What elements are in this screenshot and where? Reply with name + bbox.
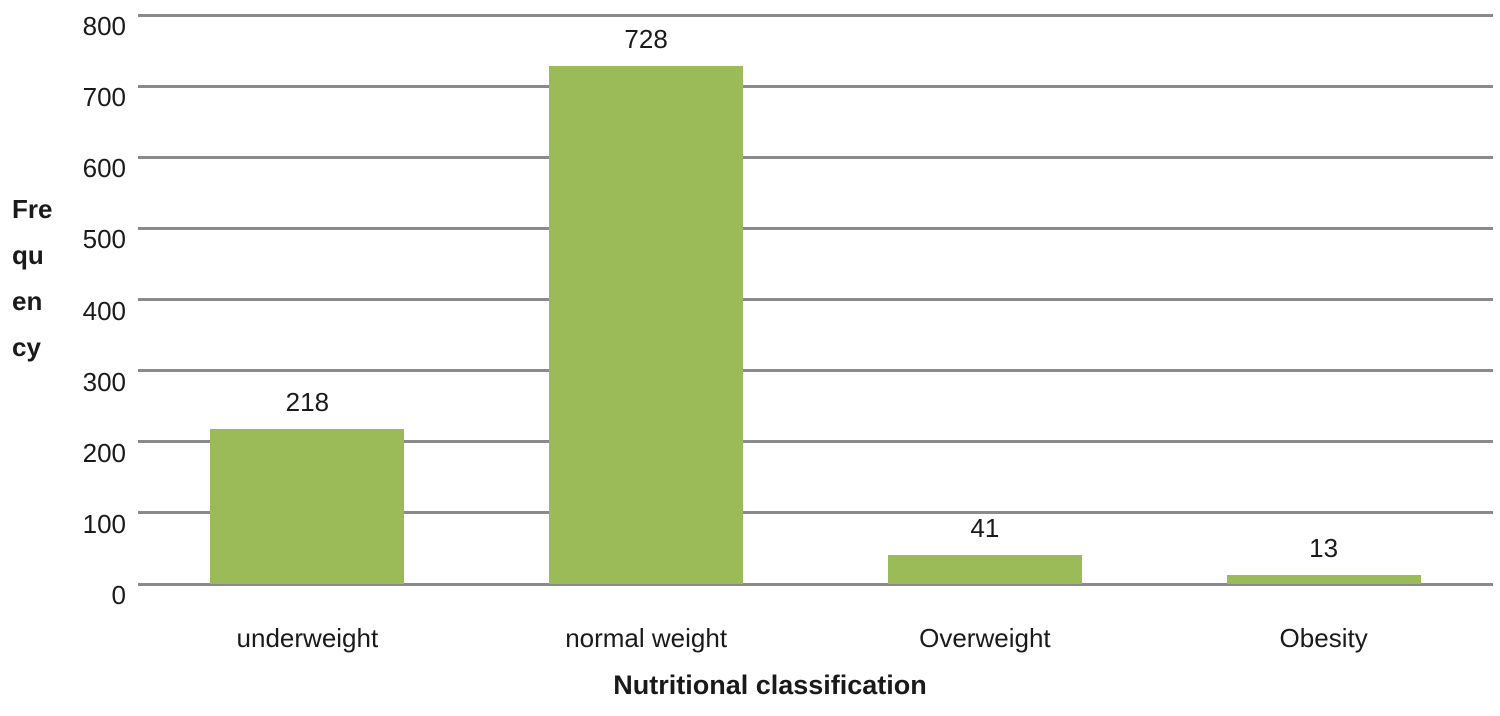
y-tick-label: 100 <box>82 508 126 539</box>
category-label: Overweight <box>919 623 1051 653</box>
bar-value-label: 218 <box>285 387 330 417</box>
gridline <box>138 226 1493 230</box>
gridline <box>138 369 1493 373</box>
y-tick-label: 200 <box>82 437 126 468</box>
y-tick-label: 400 <box>82 295 126 326</box>
category-label: underweight <box>236 623 379 653</box>
x-axis-title: Nutritional classification <box>613 670 927 700</box>
category-label: Obesity <box>1279 623 1368 653</box>
bar-value-label: 13 <box>1309 533 1339 563</box>
bar <box>1226 575 1421 584</box>
y-axis-title: Fre qu en cy <box>12 194 53 362</box>
y-tick-label: 0 <box>111 580 126 610</box>
bar <box>210 429 405 584</box>
bar <box>887 555 1082 584</box>
gridline <box>138 582 1493 586</box>
gridline <box>138 511 1493 515</box>
y-tick-label: 700 <box>82 82 126 113</box>
gridline <box>138 440 1493 444</box>
y-tick-label: 800 <box>82 11 126 41</box>
gridline <box>138 13 1493 17</box>
gridline <box>138 298 1493 301</box>
gridline <box>138 155 1493 159</box>
y-tick-label: 500 <box>82 224 126 255</box>
category-label: normal weight <box>565 623 728 653</box>
bar-value-label: 728 <box>624 24 668 54</box>
gridline <box>138 84 1493 88</box>
y-tick-label: 600 <box>82 153 126 184</box>
bar <box>549 66 744 584</box>
y-tick-label: 300 <box>82 366 126 397</box>
bar-value-label: 41 <box>970 513 1000 543</box>
